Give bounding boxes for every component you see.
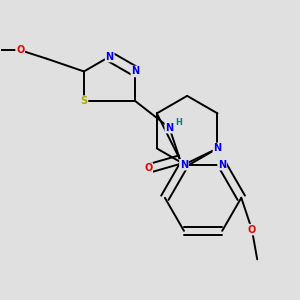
Text: N: N xyxy=(165,123,173,133)
Text: H: H xyxy=(176,118,182,127)
Text: N: N xyxy=(106,52,114,61)
Text: O: O xyxy=(248,225,256,235)
Text: O: O xyxy=(144,163,152,173)
Text: S: S xyxy=(80,96,88,106)
Text: N: N xyxy=(180,160,188,170)
Text: N: N xyxy=(131,66,140,76)
Text: O: O xyxy=(16,45,24,55)
Text: N: N xyxy=(213,143,222,153)
Text: N: N xyxy=(218,160,226,170)
